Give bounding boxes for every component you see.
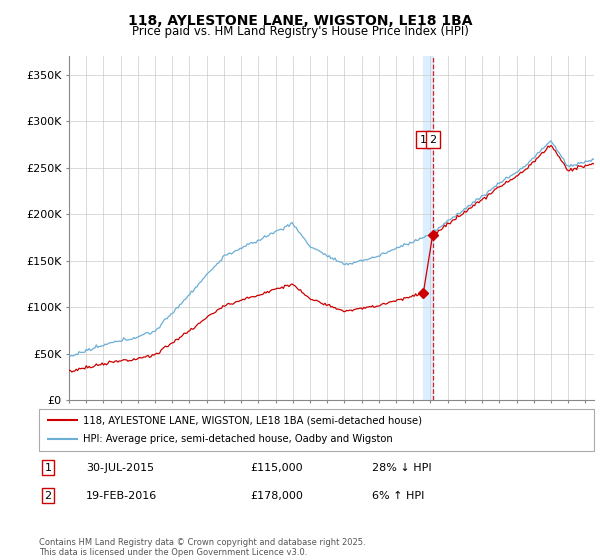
Text: £178,000: £178,000 xyxy=(250,491,303,501)
Bar xyxy=(423,56,433,400)
Text: HPI: Average price, semi-detached house, Oadby and Wigston: HPI: Average price, semi-detached house,… xyxy=(83,435,393,445)
Text: 118, AYLESTONE LANE, WIGSTON, LE18 1BA: 118, AYLESTONE LANE, WIGSTON, LE18 1BA xyxy=(128,14,472,28)
Text: Contains HM Land Registry data © Crown copyright and database right 2025.
This d: Contains HM Land Registry data © Crown c… xyxy=(39,538,365,557)
Text: Price paid vs. HM Land Registry's House Price Index (HPI): Price paid vs. HM Land Registry's House … xyxy=(131,25,469,38)
Text: 2: 2 xyxy=(44,491,52,501)
Text: 1: 1 xyxy=(420,135,427,145)
Text: 118, AYLESTONE LANE, WIGSTON, LE18 1BA (semi-detached house): 118, AYLESTONE LANE, WIGSTON, LE18 1BA (… xyxy=(83,415,422,425)
Text: 30-JUL-2015: 30-JUL-2015 xyxy=(86,463,154,473)
Text: 28% ↓ HPI: 28% ↓ HPI xyxy=(372,463,431,473)
Text: 1: 1 xyxy=(44,463,52,473)
Text: £115,000: £115,000 xyxy=(250,463,302,473)
Text: 19-FEB-2016: 19-FEB-2016 xyxy=(86,491,157,501)
Text: 2: 2 xyxy=(429,135,436,145)
Text: 6% ↑ HPI: 6% ↑ HPI xyxy=(372,491,424,501)
